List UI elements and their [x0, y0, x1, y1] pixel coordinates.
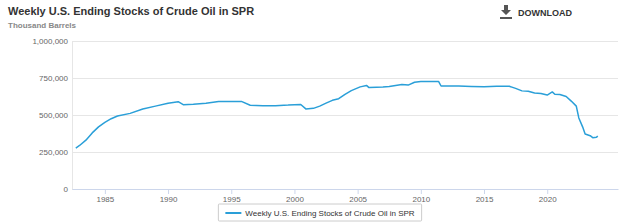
x-tick-mark: [547, 189, 548, 194]
x-tick: 1990: [160, 189, 178, 204]
x-axis: 1985 1990 1995 2000 2005 2010 2015 2020: [73, 189, 619, 204]
grid-line: [72, 41, 618, 42]
legend-box: [218, 204, 421, 221]
x-tick-label: 2005: [349, 195, 367, 204]
x-tick: 2005: [349, 189, 367, 204]
y-tick: 0: [64, 185, 72, 194]
y-tick-label: 250,000: [39, 148, 68, 157]
chart-root: Weekly U.S. Ending Stocks of Crude Oil i…: [0, 0, 640, 224]
y-tick-label: 0: [64, 185, 69, 194]
y-tick: 250,000: [39, 148, 72, 157]
y-tick: 500,000: [39, 111, 72, 120]
download-icon[interactable]: [500, 5, 512, 19]
grid-line: [72, 115, 618, 116]
x-tick-label: 2020: [539, 195, 557, 204]
legend: Weekly U.S. Ending Stocks of Crude Oil i…: [218, 204, 421, 221]
x-tick-mark: [105, 189, 106, 194]
x-tick-mark: [294, 189, 295, 194]
x-tick-label: 2000: [286, 195, 304, 204]
grid-line: [72, 189, 618, 190]
y-tick: 750,000: [39, 74, 72, 83]
plot-area: [76, 81, 598, 148]
x-tick-label: 1985: [96, 195, 114, 204]
x-tick-label: 2015: [476, 195, 494, 204]
grid-line: [72, 152, 618, 153]
legend-item[interactable]: Weekly U.S. Ending Stocks of Crude Oil i…: [225, 209, 414, 218]
y-tick-label: 1,000,000: [32, 37, 68, 46]
x-tick: 2000: [286, 189, 304, 204]
chart-subtitle: Thousand Barrels: [8, 21, 77, 30]
series-line: [76, 81, 598, 148]
x-tick: 2015: [476, 189, 494, 204]
y-tick-label: 750,000: [39, 74, 68, 83]
x-tick-label: 1990: [160, 195, 178, 204]
legend-label[interactable]: Weekly U.S. Ending Stocks of Crude Oil i…: [245, 209, 414, 218]
x-tick-mark: [358, 189, 359, 194]
download-button[interactable]: DOWNLOAD: [500, 5, 572, 19]
y-axis: 0 250,000 500,000 750,000 1,000,000: [32, 37, 72, 194]
legend-swatch[interactable]: [225, 212, 241, 214]
x-tick-mark: [421, 189, 422, 194]
x-tick-label: 1995: [223, 195, 241, 204]
x-tick-mark: [231, 189, 232, 194]
x-axis-line: [73, 189, 619, 190]
x-tick-label: 2010: [412, 195, 430, 204]
y-tick-label: 500,000: [39, 111, 68, 120]
grid-line: [72, 78, 618, 79]
download-label[interactable]: DOWNLOAD: [518, 8, 572, 18]
x-tick-mark: [484, 189, 485, 194]
x-tick: 2020: [539, 189, 557, 204]
grid: [72, 41, 618, 189]
x-tick: 2010: [412, 189, 430, 204]
chart-title: Weekly U.S. Ending Stocks of Crude Oil i…: [8, 5, 254, 17]
x-tick: 1995: [223, 189, 241, 204]
x-tick: 1985: [96, 189, 114, 204]
x-tick-mark: [168, 189, 169, 194]
y-tick: 1,000,000: [32, 37, 72, 46]
y-axis-line: [72, 42, 73, 190]
